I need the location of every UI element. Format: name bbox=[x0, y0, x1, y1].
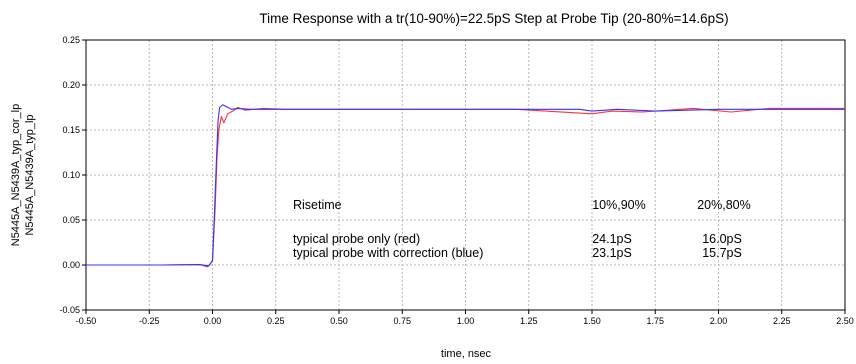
y-tick-label: 0.00 bbox=[62, 260, 80, 270]
x-tick-label: 0.50 bbox=[330, 316, 348, 326]
x-tick-label: 0.00 bbox=[204, 316, 222, 326]
y-axis-ticks: -0.05 0.00 0.05 0.10 0.15 0.20 0.25 bbox=[59, 35, 86, 315]
x-tick-label: 1.00 bbox=[457, 316, 475, 326]
x-axis-ticks: -0.50 -0.25 0.00 0.25 0.50 0.75 1.00 1.25 1.50 1.… bbox=[76, 310, 854, 326]
annotation-heading: Risetime bbox=[293, 198, 342, 212]
annotation-row-v2: 15.7pS bbox=[702, 246, 742, 260]
x-tick-label: 1.25 bbox=[520, 316, 538, 326]
annotation-row-v1: 23.1pS bbox=[592, 246, 632, 260]
x-tick-label: 2.25 bbox=[773, 316, 791, 326]
x-tick-label: 2.00 bbox=[710, 316, 728, 326]
chart-title: Time Response with a tr(10-90%)=22.5pS S… bbox=[259, 11, 728, 26]
y-tick-label: 0.20 bbox=[62, 80, 80, 90]
annotation-row-v2: 16.0pS bbox=[702, 232, 742, 246]
x-tick-label: -0.50 bbox=[76, 316, 97, 326]
legend-entry-probe-only: N5445A_N5439A_typ_lp bbox=[24, 114, 36, 235]
annotation-row-v1: 24.1pS bbox=[592, 232, 632, 246]
x-tick-label: -0.25 bbox=[139, 316, 160, 326]
series-group bbox=[86, 104, 845, 268]
legend-entry-corrected: N5445A_N5439A_typ_cor_lp bbox=[10, 104, 22, 247]
x-tick-label: 1.75 bbox=[646, 316, 664, 326]
y-tick-label: 0.15 bbox=[62, 125, 80, 135]
x-tick-label: 2.50 bbox=[836, 316, 854, 326]
annotation-row-label: typical probe with correction (blue) bbox=[293, 246, 483, 260]
x-tick-label: 1.50 bbox=[583, 316, 601, 326]
y-tick-label: 0.25 bbox=[62, 35, 80, 45]
annotation-col2-header: 20%,80% bbox=[697, 198, 751, 212]
y-tick-label: 0.05 bbox=[62, 215, 80, 225]
x-tick-label: 0.75 bbox=[393, 316, 411, 326]
annotation-row-label: typical probe only (red) bbox=[293, 232, 420, 246]
y-tick-label: 0.10 bbox=[62, 170, 80, 180]
y-tick-label: -0.05 bbox=[59, 305, 80, 315]
x-axis-label: time, nsec bbox=[441, 348, 492, 360]
series-line-corrected bbox=[86, 104, 845, 267]
x-tick-label: 0.25 bbox=[267, 316, 285, 326]
grid bbox=[86, 40, 845, 310]
risetime-annotation: Risetime 10%,90% 20%,80% typical probe o… bbox=[293, 198, 751, 260]
annotation-col1-header: 10%,90% bbox=[592, 198, 646, 212]
